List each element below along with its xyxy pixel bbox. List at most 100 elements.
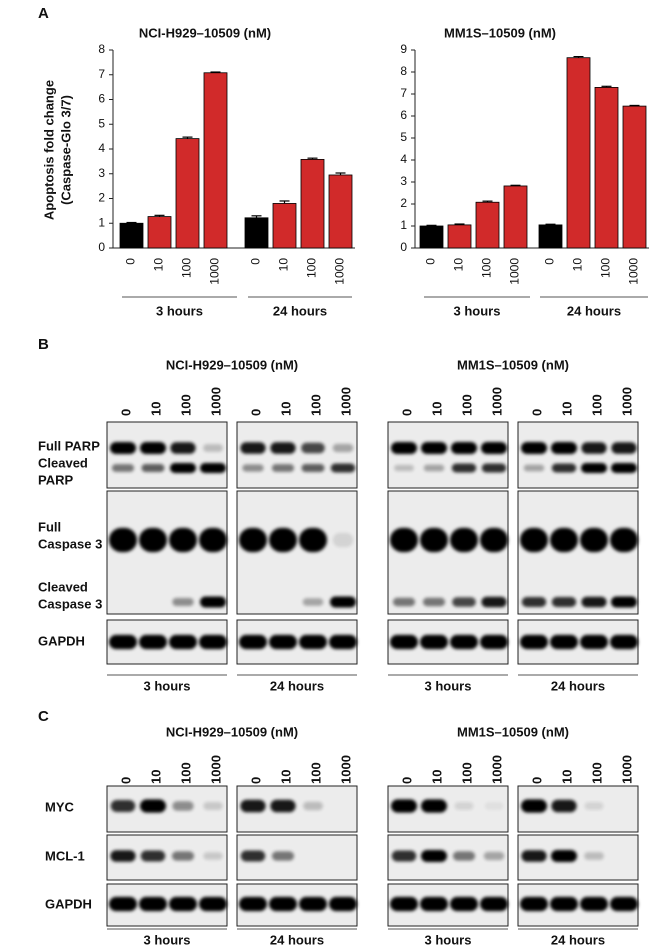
blot-band <box>452 851 476 861</box>
blot-band <box>329 896 357 912</box>
x-tick-label: 10 <box>452 258 466 272</box>
x-tick-label: 0 <box>124 258 138 265</box>
blot-band <box>392 597 416 607</box>
bar <box>447 224 472 249</box>
x-tick-label: 1000 <box>508 258 522 285</box>
chart-title: MM1S–10509 (nM) <box>444 25 556 40</box>
blot-band <box>271 851 295 861</box>
blot-band <box>523 464 545 472</box>
lane-label: 1000 <box>619 755 634 784</box>
blot-band <box>521 850 547 862</box>
bar <box>622 105 647 249</box>
y-tick-label: 2 <box>98 191 105 205</box>
blot-band <box>301 463 325 473</box>
y-tick-label: 4 <box>400 152 407 166</box>
blot-band <box>169 527 197 553</box>
blot-band <box>169 634 197 650</box>
blot-band <box>139 896 167 912</box>
bar <box>272 203 297 249</box>
blot-band <box>240 850 266 862</box>
blot-band <box>480 896 508 912</box>
blot-band <box>140 799 166 813</box>
blot-band <box>172 598 194 606</box>
x-tick-label: 100 <box>180 258 194 278</box>
x-tick-label: 100 <box>599 258 613 278</box>
x-tick-label: 0 <box>424 258 438 265</box>
blot-band <box>141 463 165 473</box>
blot-band <box>332 443 354 453</box>
blot-band <box>484 802 504 810</box>
blot-band <box>139 634 167 650</box>
y-tick-label: 7 <box>400 86 407 100</box>
bar <box>503 185 528 249</box>
y-tick-label: 2 <box>400 196 407 210</box>
lane-label: 1000 <box>489 387 504 416</box>
blot-band <box>391 799 417 813</box>
lane-label: 0 <box>248 777 263 784</box>
lane-label: 0 <box>529 409 544 416</box>
y-tick-label: 6 <box>98 92 105 106</box>
blot-box <box>236 490 358 615</box>
blot-band <box>270 799 296 813</box>
group-label: 24 hours <box>273 303 327 318</box>
group-label: 24 hours <box>551 932 605 947</box>
blot-band <box>239 896 267 912</box>
blot-band <box>140 441 166 455</box>
row-label: Caspase 3 <box>38 536 102 551</box>
lane-label: 100 <box>589 762 604 784</box>
blot-band <box>299 527 327 553</box>
blot-band <box>420 896 448 912</box>
blot-band <box>269 634 297 650</box>
x-tick-label: 10 <box>152 258 166 272</box>
blot-band <box>584 802 604 810</box>
blot-band <box>420 634 448 650</box>
bar <box>175 138 200 249</box>
blot-band <box>450 896 478 912</box>
blot-band <box>451 441 477 455</box>
lane-label: 10 <box>429 770 444 784</box>
blot-band <box>580 527 608 553</box>
group-label: 24 hours <box>270 932 324 947</box>
bar <box>538 224 563 249</box>
blot-band <box>480 634 508 650</box>
blot-band <box>481 596 507 608</box>
blot-band <box>420 527 448 553</box>
blot-band <box>240 442 266 454</box>
blot-band <box>199 634 227 650</box>
row-label: Full <box>38 519 61 534</box>
blot-band <box>450 527 478 553</box>
group-label: 3 hours <box>425 932 472 947</box>
x-tick-label: 10 <box>277 258 291 272</box>
blot-band <box>110 441 136 455</box>
blot-band <box>330 596 356 608</box>
lane-label: 10 <box>148 770 163 784</box>
y-tick-label: 5 <box>98 116 105 130</box>
bar <box>119 222 144 249</box>
blot-band <box>551 463 577 473</box>
group-label: 24 hours <box>270 678 324 693</box>
lane-label: 0 <box>399 777 414 784</box>
blot-band <box>301 442 325 454</box>
group-label: 3 hours <box>425 678 472 693</box>
lane-label: 1000 <box>489 755 504 784</box>
blot-band <box>520 634 548 650</box>
x-tick-label: 0 <box>249 258 263 265</box>
y-tick-label: 7 <box>98 67 105 81</box>
blot-band <box>611 596 637 608</box>
blot-band <box>242 464 264 472</box>
panel-label: B <box>38 336 49 353</box>
y-tick-label: 8 <box>400 64 407 78</box>
blot-band <box>110 800 136 812</box>
blot-band <box>422 597 446 607</box>
blot-band <box>450 634 478 650</box>
blot-band <box>520 896 548 912</box>
bar <box>147 216 172 249</box>
blot-band <box>111 464 135 472</box>
blot-band <box>610 896 638 912</box>
blot-band <box>550 896 578 912</box>
blot-band <box>390 634 418 650</box>
blot-band <box>610 527 638 553</box>
lane-label: 100 <box>308 762 323 784</box>
lane-label: 10 <box>278 770 293 784</box>
lane-label: 100 <box>459 762 474 784</box>
